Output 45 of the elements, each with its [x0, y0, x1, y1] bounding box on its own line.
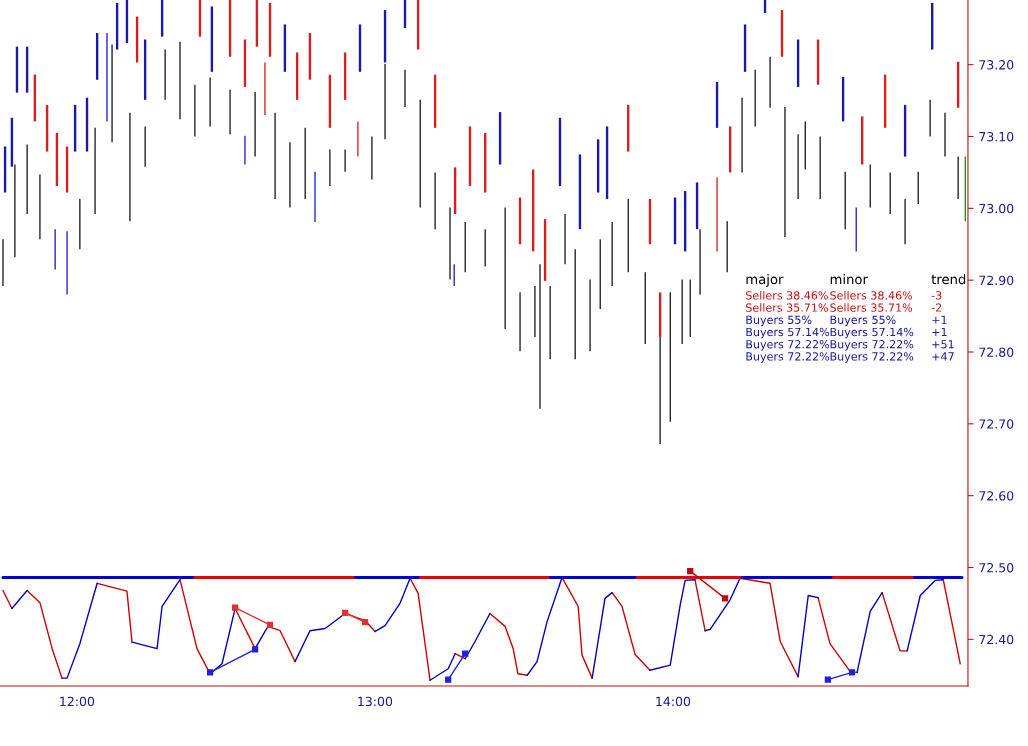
annotation: Sellers 38.46% — [746, 290, 828, 300]
point — [721, 595, 729, 602]
annotation: Buyers 72.22% — [746, 340, 830, 351]
point — [232, 604, 239, 611]
annotation: Sellers 38.46% — [830, 290, 913, 300]
x-tick-label: 12:00 — [60, 696, 95, 707]
point — [251, 646, 259, 653]
annotation: Buyers 72.22% — [830, 352, 914, 363]
annotation: Buyers 57.14% — [746, 327, 830, 339]
y-tick-label: 72.90 — [979, 275, 1014, 286]
annotation: -2 — [931, 303, 942, 312]
annotation: Buyers 72.22% — [746, 352, 830, 363]
annotation: +47 — [932, 352, 954, 361]
y-tick-label: 73.00 — [979, 203, 1014, 214]
annotation: -3 — [931, 291, 942, 300]
annotation: Buyers 55% — [830, 315, 896, 327]
y-tick-label: 72.40 — [979, 634, 1014, 645]
annotation: Buyers 55% — [746, 315, 812, 327]
point — [266, 621, 274, 629]
point — [687, 567, 694, 575]
annotation: Sellers 35.71% — [746, 303, 828, 312]
annotation: +1 — [932, 327, 947, 337]
point — [824, 676, 832, 683]
x-tick-label: 14:00 — [656, 696, 691, 707]
annotation: +51 — [932, 340, 954, 349]
annotation: Sellers 35.71% — [830, 303, 913, 312]
annotation: minor — [830, 273, 868, 285]
point — [206, 669, 214, 676]
annotation: major — [746, 273, 784, 287]
y-tick-label: 73.20 — [979, 60, 1014, 70]
point — [361, 618, 369, 626]
x-tick-label: 13:00 — [358, 696, 393, 707]
y-tick-label: 72.70 — [979, 419, 1014, 429]
point — [445, 676, 452, 683]
annotation: +1 — [932, 315, 947, 324]
annotation: trend — [931, 273, 966, 285]
y-tick-label: 72.80 — [979, 347, 1014, 357]
y-tick-label: 72.60 — [979, 491, 1014, 501]
point — [848, 669, 856, 676]
y-tick-label: 72.50 — [979, 562, 1014, 573]
y-tick-label: 73.10 — [979, 131, 1014, 142]
annotation: Buyers 57.14% — [830, 327, 914, 339]
annotation: Buyers 72.22% — [830, 340, 914, 351]
point — [462, 650, 469, 657]
point — [341, 609, 349, 616]
